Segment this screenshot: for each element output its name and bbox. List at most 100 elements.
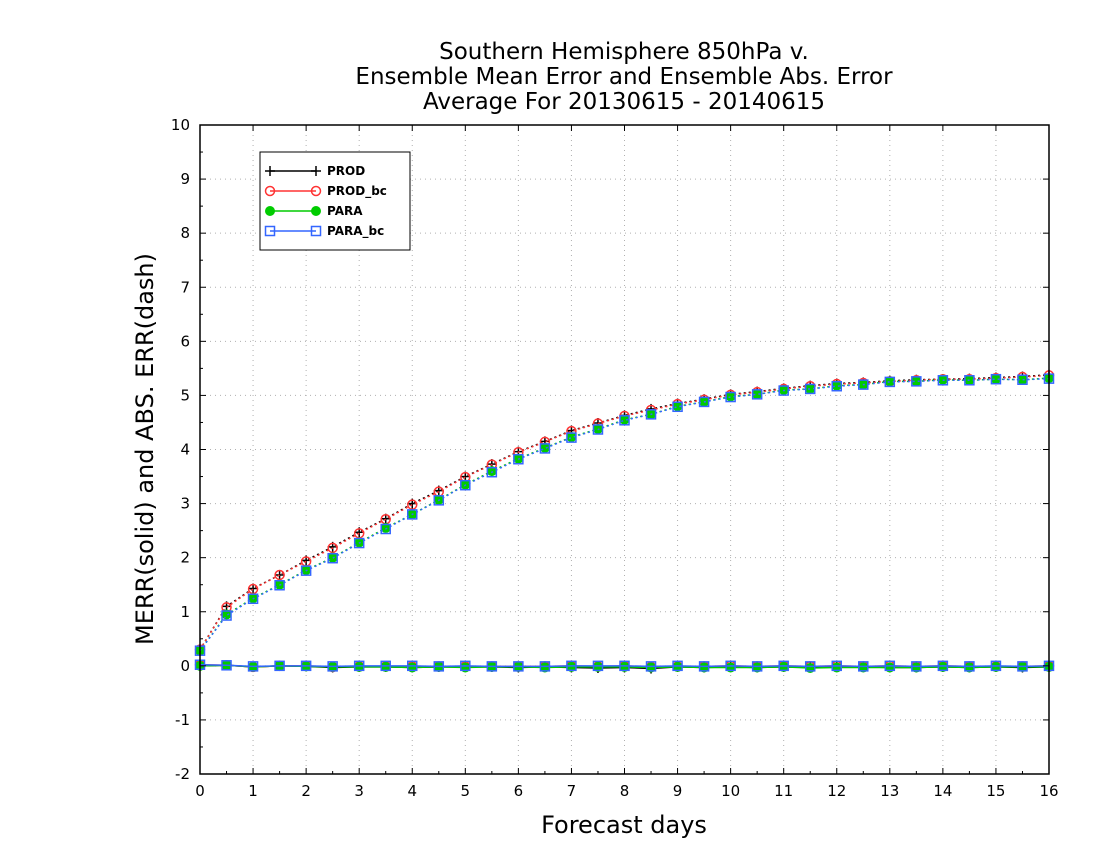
abs-err-point xyxy=(407,509,418,520)
y-tick-label: 0 xyxy=(180,657,190,675)
x-tick-label: 10 xyxy=(721,782,740,800)
merr-point xyxy=(619,660,630,672)
merr-point xyxy=(380,660,391,672)
merr-point xyxy=(433,661,445,672)
legend-marker xyxy=(265,206,275,216)
abs-err-point xyxy=(592,424,604,435)
chart-title-line-2: Ensemble Mean Error and Ensemble Abs. Er… xyxy=(355,64,893,90)
y-tick-label: 2 xyxy=(180,549,190,567)
series-para-bc xyxy=(194,373,1055,672)
abs-err-point xyxy=(778,385,789,396)
x-tick-label: 11 xyxy=(774,782,793,800)
merr-point xyxy=(407,660,418,672)
series-layer xyxy=(194,369,1055,674)
legend-marker xyxy=(265,166,275,176)
abs-err-point xyxy=(274,579,285,591)
abs-err-point xyxy=(964,375,975,386)
abs-err-point xyxy=(858,379,869,390)
legend-marker xyxy=(264,225,276,237)
x-tick-label: 0 xyxy=(195,782,205,800)
abs-err-point xyxy=(380,523,391,535)
y-tick-label: 8 xyxy=(180,224,190,242)
abs-err-point xyxy=(831,380,842,392)
x-tick-label: 3 xyxy=(354,782,364,800)
x-tick-label: 2 xyxy=(301,782,311,800)
x-tick-label: 4 xyxy=(407,782,417,800)
merr-point xyxy=(645,661,657,672)
abs-err-point xyxy=(300,565,312,576)
legend-label: PROD_bc xyxy=(327,184,387,199)
y-tick-label: 6 xyxy=(180,332,190,350)
abs-err-point xyxy=(698,396,710,408)
abs-err-point xyxy=(619,415,630,426)
abs-err-point xyxy=(990,373,1002,385)
merr-point xyxy=(247,661,259,672)
x-tick-label: 16 xyxy=(1039,782,1058,800)
merr-line xyxy=(199,664,1050,668)
legend: PROD PROD_bc PARA PARA_bc xyxy=(259,151,411,251)
abs-err-point xyxy=(1017,374,1028,385)
abs-err-point xyxy=(274,569,285,581)
chart-title-line-3: Average For 20130615 - 20140615 xyxy=(423,89,825,115)
merr-point xyxy=(1017,661,1028,672)
abs-err-point xyxy=(831,380,842,391)
merr-point xyxy=(592,660,604,672)
abs-err-point xyxy=(486,466,498,478)
x-axis-label: Forecast days xyxy=(541,811,707,839)
x-tick-label: 7 xyxy=(567,782,577,800)
legend-label: PARA_bc xyxy=(327,224,384,239)
abs-err-point xyxy=(751,389,763,400)
x-tick-label: 15 xyxy=(986,782,1005,800)
abs-err-line xyxy=(199,374,1050,651)
legend-marker xyxy=(311,166,321,176)
x-tick-label: 12 xyxy=(827,782,846,800)
merr-point xyxy=(911,661,922,672)
abs-err-point xyxy=(539,442,550,453)
abs-err-point xyxy=(937,375,949,386)
merr-point xyxy=(327,661,338,672)
x-tick-label: 5 xyxy=(461,782,471,800)
y-tick-label: 5 xyxy=(180,386,190,404)
merr-point xyxy=(937,660,949,672)
merr-point xyxy=(858,661,869,672)
merr-point xyxy=(300,660,312,672)
merr-point xyxy=(566,660,577,672)
abs-err-point xyxy=(672,401,683,413)
y-tick-label: -2 xyxy=(175,765,190,783)
abs-err-point xyxy=(327,552,338,564)
y-tick-label: 3 xyxy=(180,495,190,513)
legend-label: PARA xyxy=(327,204,363,218)
legend-label: PROD xyxy=(327,164,365,178)
abs-err-point xyxy=(247,593,259,605)
merr-point xyxy=(353,660,365,672)
abs-err-point xyxy=(327,542,338,554)
x-tick-label: 9 xyxy=(673,782,683,800)
merr-point xyxy=(539,661,551,672)
x-tick-label: 8 xyxy=(620,782,630,800)
x-tick-label: 6 xyxy=(514,782,524,800)
x-tick-label: 13 xyxy=(880,782,899,800)
merr-point xyxy=(672,660,683,672)
merr-point xyxy=(460,660,471,672)
y-tick-label: 4 xyxy=(180,441,190,459)
merr-point xyxy=(698,661,710,672)
y-axis-label: MERR(solid) and ABS. ERR(dash) xyxy=(131,253,159,645)
abs-err-point xyxy=(539,443,551,454)
series-para xyxy=(195,373,1054,673)
merr-point xyxy=(513,661,524,672)
chart-title-line-1: Southern Hemisphere 850hPa v. xyxy=(439,39,809,65)
abs-err-point xyxy=(725,391,736,403)
y-tick-label: 1 xyxy=(180,603,190,621)
abs-err-point xyxy=(221,610,232,621)
abs-err-point xyxy=(645,409,657,420)
legend-marker xyxy=(310,225,322,237)
merr-point xyxy=(964,661,975,672)
x-tick-label: 14 xyxy=(933,782,952,800)
merr-point xyxy=(725,660,736,672)
merr-point xyxy=(884,660,896,672)
y-tick-label: 7 xyxy=(180,278,190,296)
y-tick-label: 10 xyxy=(171,116,190,134)
y-tick-label: 9 xyxy=(180,170,190,188)
merr-point xyxy=(990,660,1002,672)
